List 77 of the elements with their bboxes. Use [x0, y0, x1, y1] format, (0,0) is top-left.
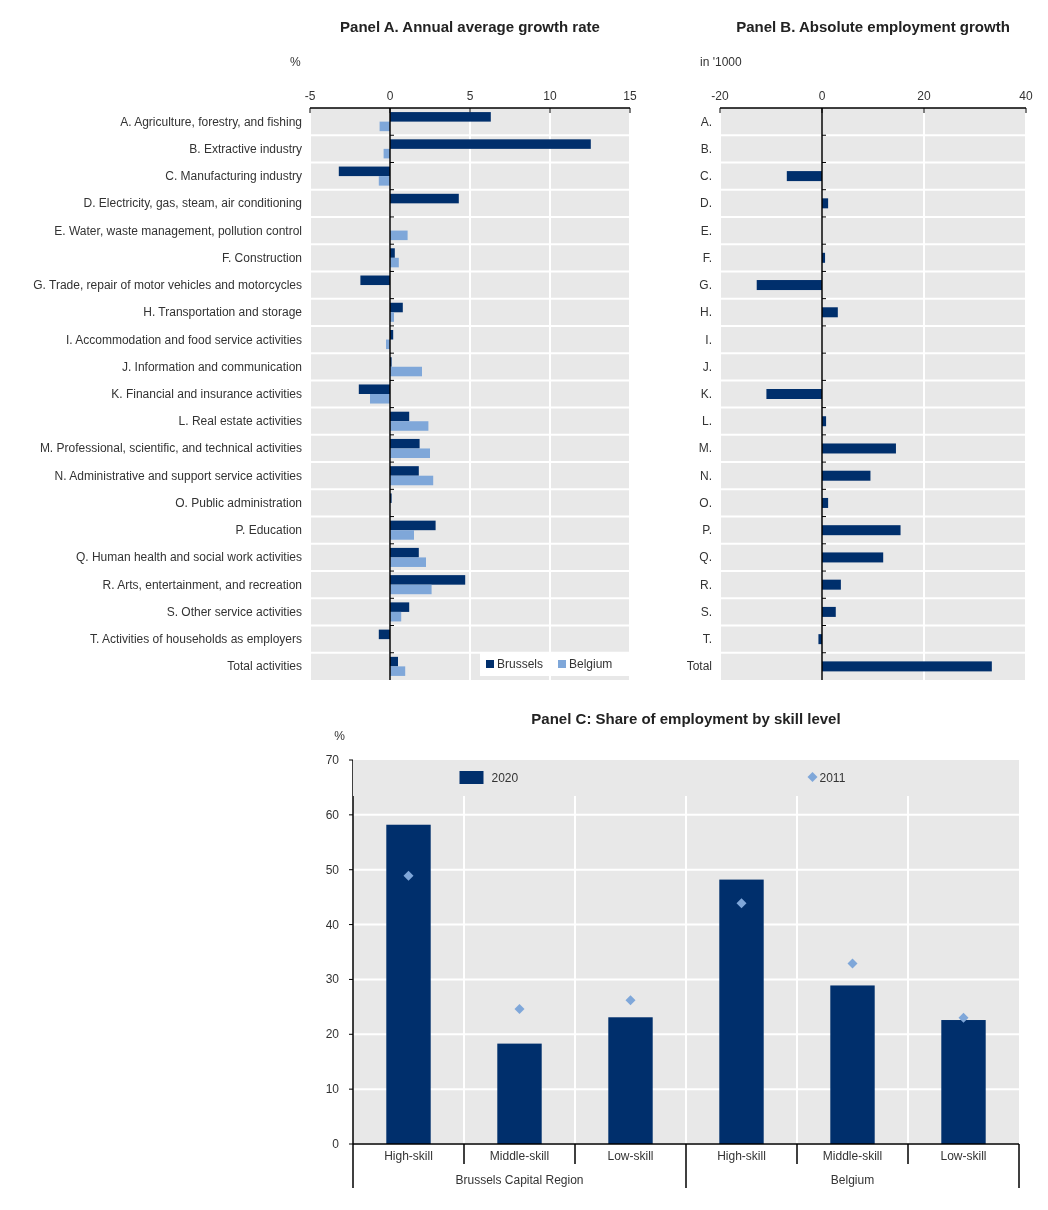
- x-tick-label: -5: [304, 89, 316, 103]
- y-tick-label: O. Public administration: [175, 495, 302, 510]
- y-tick-label: 60: [325, 807, 340, 822]
- y-tick-label: G.: [699, 278, 712, 293]
- x-tick-label: 15: [623, 89, 637, 103]
- y-tick-label: D. Electricity, gas, steam, air conditioning: [83, 196, 302, 211]
- legend-label: 2020: [491, 771, 519, 785]
- y-tick-label: B.: [700, 141, 712, 156]
- x-tick-label: 5: [466, 89, 474, 103]
- y-tick-label: P. Education: [235, 523, 302, 538]
- y-tick-label: L. Real estate activities: [178, 414, 302, 429]
- y-tick-label: A.: [700, 114, 712, 129]
- y-tick-label: M.: [698, 441, 712, 456]
- y-tick-label: R.: [700, 577, 712, 592]
- text: Brussels Capital Region: [455, 1173, 584, 1187]
- y-tick-label: S.: [700, 604, 712, 619]
- legend-label: Brussels: [497, 657, 544, 671]
- x-tick-label: 0: [386, 89, 394, 103]
- y-tick-label: H. Transportation and storage: [143, 305, 303, 320]
- x-tick-label: 40: [1019, 89, 1033, 103]
- y-tick-label: I.: [705, 332, 712, 347]
- y-tick-label: E.: [700, 223, 712, 238]
- y-tick-label: F.: [702, 250, 712, 265]
- y-tick-label: C. Manufacturing industry: [165, 169, 302, 184]
- y-tick-label: G. Trade, repair of motor vehicles and motorcycles: [33, 278, 302, 293]
- legend-label: Belgium: [569, 657, 613, 671]
- y-tick-label: L.: [701, 414, 712, 429]
- x-tick-label: Low-skill: [940, 1149, 987, 1163]
- text: Belgium: [830, 1173, 875, 1187]
- y-tick-label: J.: [702, 359, 712, 374]
- x-tick-label: Middle-skill: [489, 1149, 550, 1163]
- y-tick-label: T. Activities of households as employers: [89, 632, 302, 647]
- x-tick-label: 0: [818, 89, 826, 103]
- chart-title: Panel A. Annual average growth rate: [340, 18, 600, 35]
- y-tick-label: S. Other service activities: [166, 604, 302, 619]
- y-tick-label: F. Construction: [221, 250, 302, 265]
- y-tick-label: 50: [325, 862, 340, 877]
- y-tick-label: Total activities: [227, 659, 302, 674]
- y-tick-label: R. Arts, entertainment, and recreation: [102, 577, 302, 592]
- y-tick-label: H.: [700, 305, 712, 320]
- y-tick-label: N.: [700, 468, 712, 483]
- y-tick-label: K.: [700, 387, 712, 401]
- y-tick-label: B. Extractive industry: [189, 141, 302, 156]
- y-tick-label: K. Financial and insurance activities: [111, 387, 302, 401]
- y-tick-label: E. Water, waste management, pollution control: [54, 223, 302, 238]
- x-axis-title: in '1000: [700, 55, 742, 69]
- y-tick-label: 10: [325, 1082, 340, 1097]
- x-tick-label: -20: [711, 89, 729, 103]
- y-tick-label: D.: [700, 196, 712, 211]
- chart-title: Panel B. Absolute employment growth: [736, 18, 1010, 35]
- y-axis-title: %: [334, 729, 346, 743]
- y-tick-label: 40: [325, 917, 340, 932]
- y-tick-label: Q.: [699, 550, 712, 565]
- y-tick-label: O.: [699, 495, 712, 510]
- x-axis-title: %: [290, 55, 301, 69]
- y-tick-label: C.: [700, 169, 712, 184]
- chart-title: Panel C: Share of employment by skill level: [531, 710, 841, 727]
- y-tick-label: 70: [325, 753, 340, 767]
- y-tick-label: Q. Human health and social work activities: [75, 550, 302, 565]
- y-tick-label: A. Agriculture, forestry, and fishing: [120, 114, 302, 129]
- x-tick-label: Low-skill: [607, 1149, 654, 1163]
- y-tick-label: Total: [686, 659, 712, 674]
- legend-label: 2011: [819, 771, 846, 785]
- x-tick-label: High-skill: [717, 1149, 766, 1163]
- y-tick-label: 30: [325, 972, 340, 987]
- y-tick-label: P.: [702, 523, 712, 538]
- x-tick-label: 10: [543, 89, 557, 103]
- x-tick-label: High-skill: [384, 1149, 433, 1163]
- x-tick-label: Middle-skill: [822, 1149, 883, 1163]
- y-tick-label: 0: [332, 1137, 340, 1151]
- x-tick-label: 20: [917, 89, 931, 103]
- y-tick-label: M. Professional, scientific, and technical activities: [39, 441, 302, 456]
- y-tick-label: T.: [702, 632, 712, 647]
- y-tick-label: I. Accommodation and food service activities: [65, 332, 302, 347]
- y-tick-label: 20: [325, 1027, 340, 1042]
- y-tick-label: N. Administrative and support service activities: [54, 468, 302, 483]
- y-tick-label: J. Information and communication: [121, 359, 302, 374]
